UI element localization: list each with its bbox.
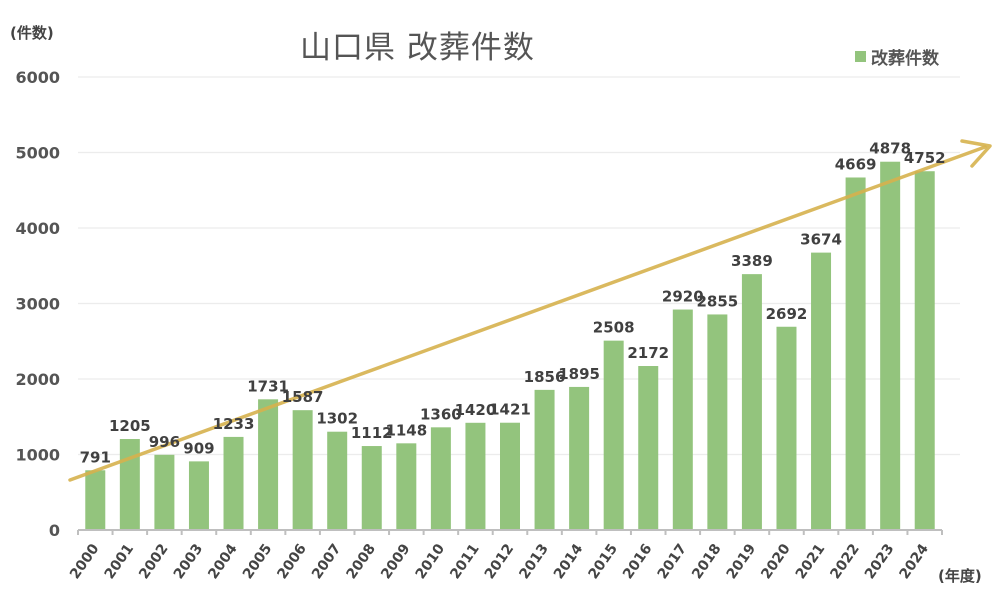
- x-tick-label: 2024: [897, 541, 933, 582]
- data-label: 791: [80, 448, 111, 466]
- data-label: 2508: [593, 319, 635, 337]
- data-label: 1302: [316, 410, 358, 428]
- x-tick-label: 2006: [274, 541, 309, 582]
- x-tick-label: 2023: [862, 541, 897, 582]
- data-label: 1148: [385, 421, 427, 439]
- chart-title: 山口県 改葬件数: [300, 30, 535, 66]
- x-tick-label: 2008: [344, 541, 379, 582]
- bar: [707, 314, 728, 530]
- y-tick-label: 5000: [15, 144, 60, 163]
- x-tick-label: 2011: [447, 541, 482, 582]
- legend: 改葬件数: [855, 44, 939, 69]
- bar: [327, 431, 348, 530]
- data-label: 1112: [351, 424, 393, 442]
- y-tick-label: 6000: [15, 68, 60, 87]
- y-axis-unit-label: (件数): [10, 24, 54, 42]
- bar: [500, 422, 520, 530]
- data-label: 1856: [524, 368, 566, 386]
- data-label: 1360: [420, 405, 462, 423]
- bar: [430, 427, 451, 530]
- bar: [85, 470, 106, 530]
- x-axis: [77, 529, 943, 535]
- data-label: 2692: [766, 305, 808, 323]
- y-tick-label: 1000: [15, 446, 60, 465]
- data-label: 1421: [489, 401, 531, 419]
- x-tick-label: 2017: [655, 541, 690, 582]
- y-tick-label: 3000: [15, 295, 60, 314]
- bar: [258, 399, 279, 530]
- bar: [119, 439, 140, 530]
- bar: [223, 436, 244, 530]
- bars: [85, 161, 935, 531]
- y-tick-label: 0: [49, 521, 60, 540]
- data-label: 3389: [731, 252, 773, 270]
- x-tick-label: 2003: [171, 541, 206, 582]
- y-tick-label: 4000: [15, 219, 60, 238]
- x-tick-label: 2020: [758, 541, 794, 582]
- data-label: 1205: [109, 417, 151, 435]
- x-tick-label: 2019: [724, 541, 759, 582]
- x-tick-label: 2000: [67, 541, 103, 582]
- y-tick-label: 2000: [15, 370, 60, 389]
- bar: [638, 366, 659, 530]
- bar: [672, 309, 693, 530]
- data-label: 909: [183, 439, 214, 457]
- data-label: 1420: [455, 401, 497, 419]
- x-axis-unit-label: (年度): [938, 567, 982, 585]
- data-label: 2920: [662, 288, 704, 306]
- bar: [880, 161, 901, 530]
- bar: [603, 340, 624, 530]
- data-label: 3674: [800, 231, 842, 249]
- data-label: 2172: [627, 344, 669, 362]
- trend-arrow-icon: [68, 139, 992, 482]
- bar: [361, 446, 382, 530]
- bar: [396, 443, 417, 530]
- x-tick-label: 2016: [620, 541, 655, 582]
- data-label: 4878: [869, 140, 911, 158]
- x-tick-label: 2001: [102, 541, 137, 582]
- data-label: 4752: [904, 149, 946, 167]
- x-tick-label: 2005: [240, 541, 275, 582]
- x-tick-label: 2002: [136, 541, 171, 582]
- bar: [811, 252, 832, 530]
- data-label: 1233: [213, 415, 255, 433]
- bar: [845, 177, 866, 531]
- bar: [188, 461, 209, 530]
- x-tick-label: 2022: [827, 541, 862, 582]
- y-axis-ticks: 0 1000 2000 3000 4000 5000 6000: [15, 68, 60, 540]
- data-label: 2855: [696, 292, 738, 310]
- legend-swatch-icon: [855, 51, 866, 62]
- x-tick-label: 2010: [413, 541, 449, 582]
- bar: [292, 410, 313, 530]
- data-label: 4669: [835, 155, 877, 173]
- x-tick-label: 2014: [551, 541, 587, 582]
- x-tick-label: 2013: [516, 541, 551, 582]
- bar: [776, 326, 797, 530]
- bar: [534, 389, 555, 530]
- x-tick-label: 2004: [205, 541, 241, 582]
- x-tick-label: 2015: [585, 541, 620, 582]
- data-label: 1895: [558, 365, 600, 383]
- x-axis-ticks: 2000 2001 2002 2003 2004 2005 2006 2007 2008 2009…: [67, 541, 932, 582]
- data-label: 1731: [247, 377, 289, 395]
- x-tick-label: 2021: [793, 541, 828, 582]
- data-label: 996: [149, 433, 180, 451]
- data-label: 1587: [282, 388, 324, 406]
- bar: [569, 386, 590, 530]
- bar: [741, 274, 762, 530]
- bar: [465, 422, 486, 530]
- bar: [914, 171, 935, 530]
- bar: [154, 454, 175, 530]
- x-tick-label: 2018: [689, 541, 724, 582]
- legend-label: 改葬件数: [871, 49, 939, 69]
- x-tick-label: 2007: [309, 541, 344, 582]
- x-tick-label: 2012: [482, 541, 517, 582]
- x-tick-label: 2009: [378, 541, 413, 582]
